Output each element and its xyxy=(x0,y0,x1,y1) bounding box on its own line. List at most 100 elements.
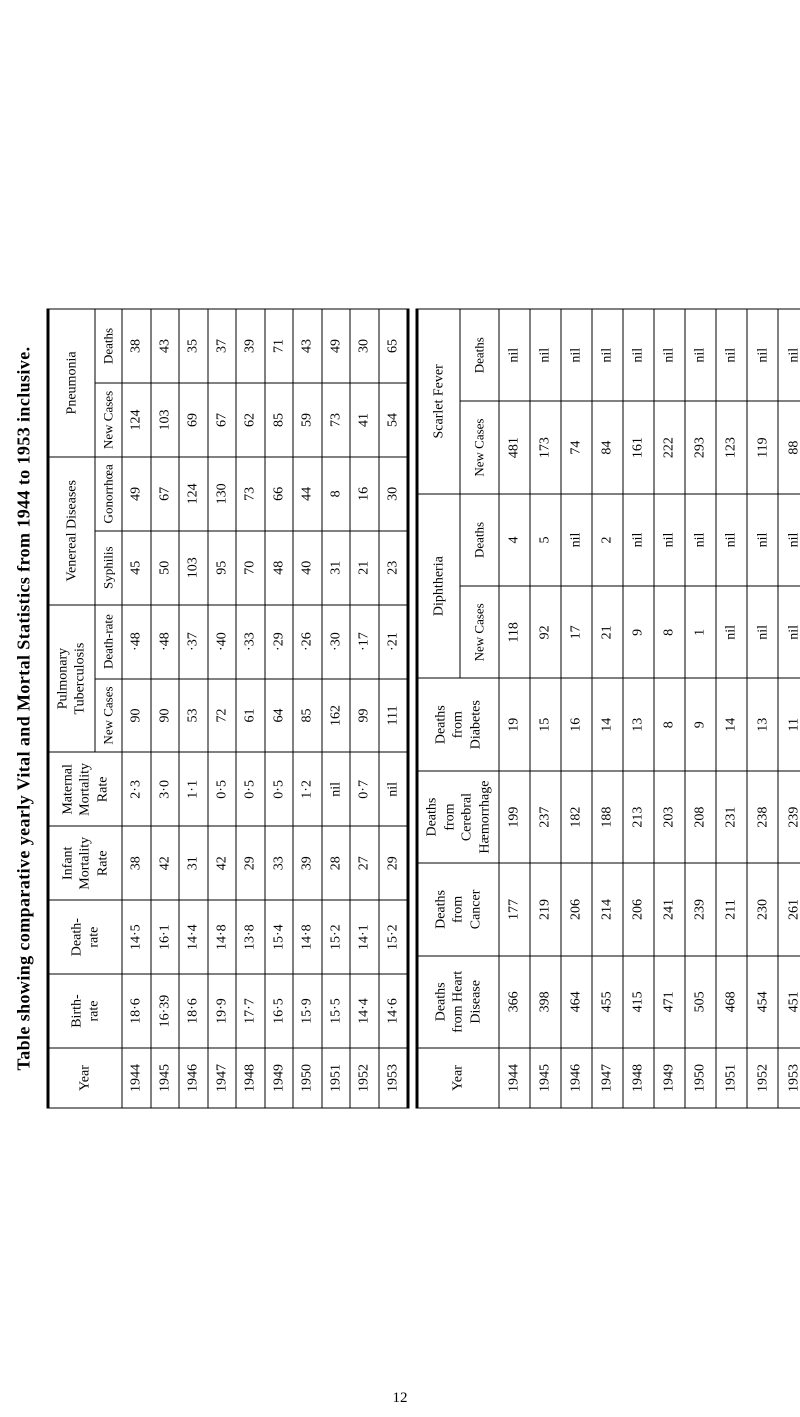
sub-sc-cases: New Cases xyxy=(460,401,499,493)
cell: 161 xyxy=(623,401,654,493)
cell: 398 xyxy=(530,956,561,1048)
cell: 366 xyxy=(499,956,530,1048)
cell: 13 xyxy=(623,679,654,771)
cell: nil xyxy=(685,309,716,401)
sub-dip-cases: New Cases xyxy=(460,586,499,678)
top-table: Year Birth-rate Death-rate InfantMortali… xyxy=(46,309,409,1109)
cell: 1947 xyxy=(592,1048,623,1108)
table-row: 19474552141881421284nil xyxy=(592,309,623,1108)
cell: 21 xyxy=(592,586,623,678)
cell: 0·5 xyxy=(236,752,265,826)
cell: 33 xyxy=(265,826,294,900)
cell: 239 xyxy=(778,771,800,863)
cell: 23 xyxy=(379,531,409,605)
cell: 505 xyxy=(685,956,716,1048)
cell: 222 xyxy=(654,401,685,493)
cell: 241 xyxy=(654,863,685,955)
cell: 53 xyxy=(179,679,208,753)
page-wrap: Table showing comparative yearly Vital a… xyxy=(0,309,800,1109)
cell: 188 xyxy=(592,771,623,863)
cell: 1947 xyxy=(208,1048,237,1108)
cell: nil xyxy=(716,494,747,586)
cell: 454 xyxy=(747,956,778,1048)
cell: 1949 xyxy=(654,1048,685,1108)
cell: 103 xyxy=(179,531,208,605)
cell: 99 xyxy=(350,679,379,753)
cell: 208 xyxy=(685,771,716,863)
cell: 16·39 xyxy=(151,974,180,1048)
cell: nil xyxy=(654,494,685,586)
cell: 8 xyxy=(322,457,351,531)
cell: nil xyxy=(654,309,685,401)
bottom-table: Year Deathsfrom HeartDisease DeathsfromC… xyxy=(416,309,787,1109)
cell: 28 xyxy=(322,826,351,900)
cell: 203 xyxy=(654,771,685,863)
cell: ·48 xyxy=(151,605,180,679)
cell: 16·5 xyxy=(265,974,294,1048)
cell: 1944 xyxy=(499,1048,530,1108)
cell: 1945 xyxy=(530,1048,561,1108)
cell: 18·6 xyxy=(179,974,208,1048)
cell: 11 xyxy=(778,679,800,771)
sub-dip-deaths: Deaths xyxy=(460,494,499,586)
cell: 239 xyxy=(685,863,716,955)
cell: 237 xyxy=(530,771,561,863)
group-pneumonia: Pneumonia xyxy=(48,309,95,457)
cell: 67 xyxy=(151,457,180,531)
rotated-content: Table showing comparative yearly Vital a… xyxy=(13,309,786,1109)
cell: 65 xyxy=(379,309,409,383)
cell: 230 xyxy=(747,863,778,955)
sub-gonorrhoea: Gonorrhœa xyxy=(95,457,122,531)
cell: nil xyxy=(561,309,592,401)
cell: ·48 xyxy=(122,605,151,679)
cell: 30 xyxy=(350,309,379,383)
cell: 103 xyxy=(151,383,180,457)
cell: 17 xyxy=(561,586,592,678)
col-death-rate: Death-rate xyxy=(48,900,122,974)
cell: 42 xyxy=(151,826,180,900)
cell: 85 xyxy=(293,679,322,753)
cell: 39 xyxy=(293,826,322,900)
cell: 14·8 xyxy=(208,900,237,974)
cell: 90 xyxy=(151,679,180,753)
cell: 14 xyxy=(716,679,747,771)
table-row: 195214·414·1270·799·1721164130 xyxy=(350,309,379,1108)
table-row: 19464642061821617nil74nil xyxy=(561,309,592,1108)
cell: 29 xyxy=(379,826,409,900)
table-row: 194618·614·4311·153·371031246935 xyxy=(179,309,208,1108)
cell: 85 xyxy=(265,383,294,457)
cell: 39 xyxy=(236,309,265,383)
table-row: 195245423023813nilnil119nil xyxy=(747,309,778,1108)
bottom-tbody: 1944366177199191184481nil194539821923715… xyxy=(499,309,800,1108)
cell: nil xyxy=(716,586,747,678)
cell: ·30 xyxy=(322,605,351,679)
cell: 31 xyxy=(179,826,208,900)
cell: 238 xyxy=(747,771,778,863)
cell: 1 xyxy=(685,586,716,678)
cell: 13 xyxy=(747,679,778,771)
cell: 9 xyxy=(685,679,716,771)
cell: 293 xyxy=(685,401,716,493)
cell: 45 xyxy=(122,531,151,605)
cell: 0·5 xyxy=(265,752,294,826)
table-row: 194719·914·8420·572·40951306737 xyxy=(208,309,237,1108)
cell: 231 xyxy=(716,771,747,863)
cell: 468 xyxy=(716,956,747,1048)
cell: nil xyxy=(747,309,778,401)
cell: 481 xyxy=(499,401,530,493)
cell: 44 xyxy=(293,457,322,531)
cell: 130 xyxy=(208,457,237,531)
cell: 29 xyxy=(236,826,265,900)
top-thead: Year Birth-rate Death-rate InfantMortali… xyxy=(48,309,122,1108)
col-year-b: Year xyxy=(417,1048,499,1108)
cell: 54 xyxy=(379,383,409,457)
cell: 73 xyxy=(236,457,265,531)
cell: nil xyxy=(530,309,561,401)
cell: 17·7 xyxy=(236,974,265,1048)
group-scarlet: Scarlet Fever xyxy=(417,309,460,494)
cell: 14·1 xyxy=(350,900,379,974)
cell: 15·5 xyxy=(322,974,351,1048)
cell: 92 xyxy=(530,586,561,678)
cell: 49 xyxy=(122,457,151,531)
table-row: 194418·614·5382·390·48454912438 xyxy=(122,309,151,1108)
